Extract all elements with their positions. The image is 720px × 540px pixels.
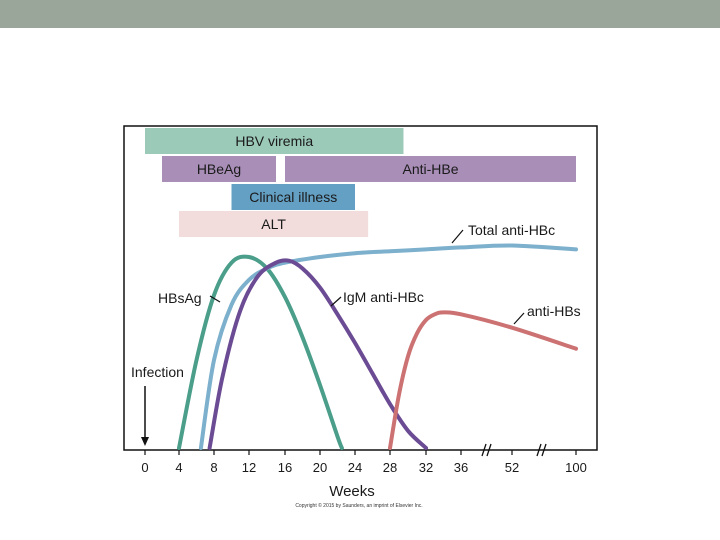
x-tick-label-12: 12	[242, 460, 256, 475]
series-total-anti-hbc	[198, 243, 578, 450]
x-tick-label-28: 28	[383, 460, 397, 475]
bar-label-hbv-viremia: HBV viremia	[235, 133, 313, 149]
leader-hbsag	[209, 295, 221, 303]
leader-igm-anti-hbc	[330, 296, 342, 307]
leader-anti-hbs	[513, 312, 525, 325]
curve-label-anti-hbs: anti-HBs	[527, 303, 581, 319]
infection-label: Infection	[131, 364, 184, 380]
axis-break-2	[536, 443, 547, 457]
x-tick-label-36: 36	[454, 460, 468, 475]
curve-label-total-anti-hbc: Total anti-HBc	[468, 222, 555, 238]
axis-break-1	[481, 443, 492, 457]
x-tick-label-0: 0	[141, 460, 148, 475]
x-tick-label-52: 52	[505, 460, 519, 475]
x-tick-label-8: 8	[210, 460, 217, 475]
x-tick-label-24: 24	[348, 460, 362, 475]
x-tick-label-100: 100	[565, 460, 587, 475]
infection-arrowhead	[141, 437, 149, 446]
bar-label-alt: ALT	[261, 216, 286, 232]
x-axis-title: Weeks	[329, 483, 375, 500]
bar-label-anti-hbe: Anti-HBe	[402, 161, 458, 177]
bar-alt	[179, 211, 369, 237]
top-banner	[0, 0, 720, 28]
x-tick-label-4: 4	[175, 460, 182, 475]
x-tick-label-16: 16	[278, 460, 292, 475]
x-tick-label-32: 32	[419, 460, 433, 475]
copyright-text: Copyright © 2015 by Saunders, an imprint…	[295, 502, 422, 509]
bar-anti-hbe	[285, 156, 576, 182]
series-anti-hbs	[388, 310, 578, 450]
x-tick-label-20: 20	[313, 460, 327, 475]
bar-clinical-illness	[231, 184, 355, 210]
curve-label-hbsag: HBsAg	[158, 290, 202, 306]
bar-hbeag	[162, 156, 276, 182]
leader-total-anti-hbc	[451, 229, 464, 244]
bar-label-hbeag: HBeAg	[197, 161, 241, 177]
curve-label-igm-anti-hbc: IgM anti-HBc	[343, 289, 424, 305]
series-igm-anti-hbc	[207, 258, 428, 450]
bar-hbv-viremia	[145, 128, 404, 154]
bar-label-clinical-illness: Clinical illness	[249, 189, 337, 205]
